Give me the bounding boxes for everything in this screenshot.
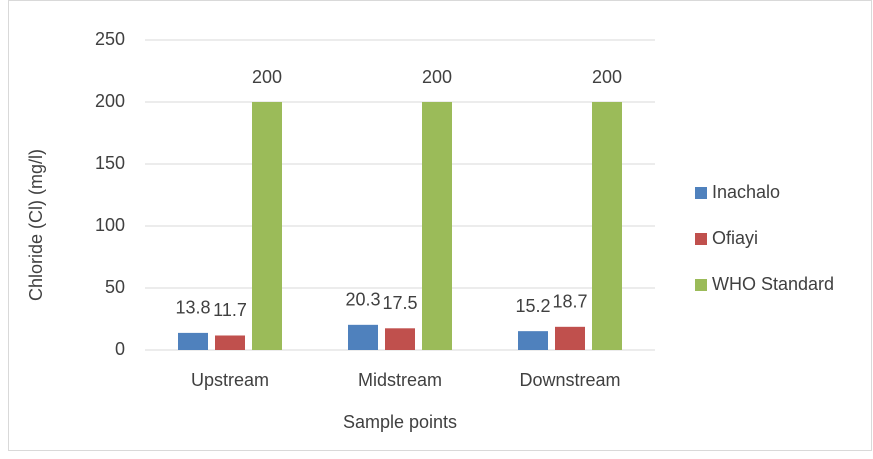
legend-swatch xyxy=(695,187,707,199)
bar xyxy=(215,335,245,350)
legend-label: Ofiayi xyxy=(712,228,758,248)
bar xyxy=(592,102,622,350)
y-tick-label: 200 xyxy=(95,91,125,111)
bar xyxy=(178,332,208,350)
bar xyxy=(252,102,282,350)
data-label: 200 xyxy=(592,67,622,87)
bar xyxy=(518,331,548,350)
data-label: 200 xyxy=(422,67,452,87)
y-tick-label: 100 xyxy=(95,215,125,235)
x-axis-title: Sample points xyxy=(343,412,457,432)
x-tick-label: Midstream xyxy=(358,370,442,390)
x-tick-label: Upstream xyxy=(191,370,269,390)
y-tick-label: 50 xyxy=(105,277,125,297)
legend-swatch xyxy=(695,233,707,245)
data-label: 15.2 xyxy=(515,296,550,316)
y-tick-label: 250 xyxy=(95,29,125,49)
legend-label: Inachalo xyxy=(712,182,780,202)
legend-swatch xyxy=(695,279,707,291)
legend-label: WHO Standard xyxy=(712,274,834,294)
y-axis-title: Chloride (Cl) (mg/l) xyxy=(26,149,46,301)
bar xyxy=(422,102,452,350)
data-label: 17.5 xyxy=(382,293,417,313)
data-label: 200 xyxy=(252,67,282,87)
data-label: 18.7 xyxy=(552,292,587,312)
bar xyxy=(348,324,378,350)
y-tick-label: 0 xyxy=(115,339,125,359)
y-tick-label: 150 xyxy=(95,153,125,173)
bar xyxy=(555,326,585,350)
bar xyxy=(385,328,415,350)
x-tick-label: Downstream xyxy=(519,370,620,390)
data-label: 20.3 xyxy=(345,290,380,310)
data-label: 13.8 xyxy=(175,298,210,318)
data-label: 11.7 xyxy=(213,300,247,320)
